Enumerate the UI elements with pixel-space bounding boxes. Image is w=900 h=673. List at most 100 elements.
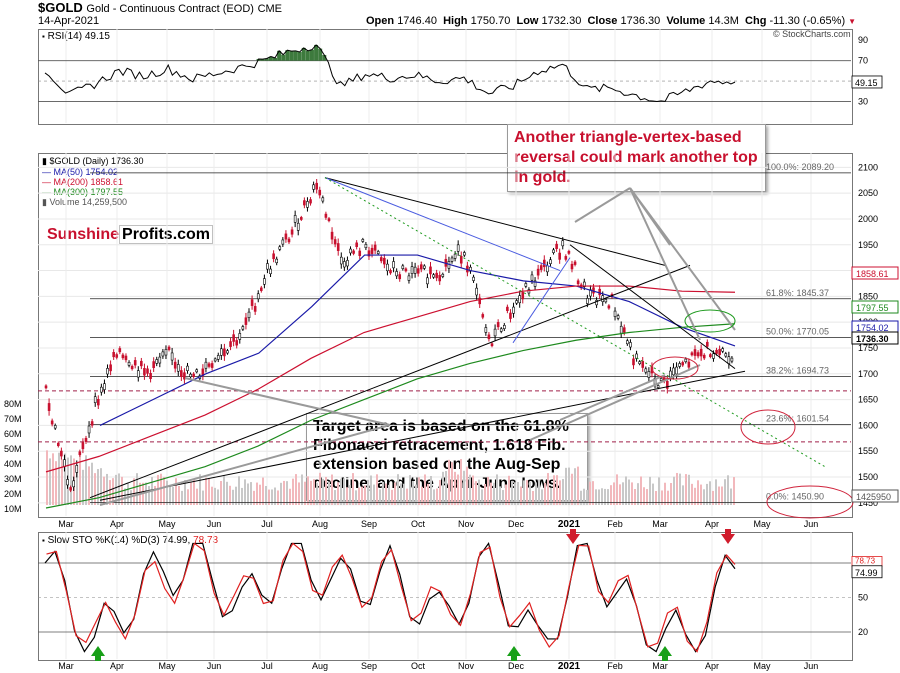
candle-body (355, 242, 358, 248)
candle-body (484, 327, 488, 333)
volume-bar (91, 462, 93, 505)
candle-body (555, 243, 558, 249)
volume-bar (196, 488, 198, 505)
candle-body (518, 295, 521, 304)
volume-bar (118, 473, 120, 505)
candle-body (429, 266, 432, 275)
candle-body (66, 479, 69, 486)
chg-down-icon: ▼ (848, 17, 857, 26)
candle-body (687, 361, 691, 368)
trendline-falling (324, 177, 666, 266)
volume-bar (571, 473, 573, 505)
price-tick-label: 2100 (858, 162, 878, 172)
volume-bar (220, 480, 222, 505)
candle-body (192, 373, 195, 378)
volume-bar (538, 479, 540, 505)
candle-body (506, 306, 509, 311)
x-axis-label: Jun (207, 519, 222, 529)
candle-body (189, 373, 192, 378)
volume-bar (505, 484, 507, 505)
volume-bar (331, 474, 333, 505)
candle-body (401, 265, 405, 269)
volume-bar (364, 485, 366, 505)
candle-body (450, 257, 454, 262)
volume-bar (193, 480, 195, 505)
candle-body (638, 361, 641, 365)
candle-body (53, 425, 57, 429)
x-axis-label: Jun (804, 661, 819, 671)
callout-pointer (574, 187, 631, 223)
candle-body (706, 341, 709, 347)
candle-body (303, 200, 306, 206)
volume-bar (214, 487, 216, 505)
volume-bar (148, 486, 150, 505)
candle-body (693, 349, 697, 356)
volume-bar (616, 474, 618, 505)
volume-bar (730, 488, 732, 505)
volume-bar (586, 489, 588, 505)
candle-body (241, 326, 245, 330)
volume-bar (403, 483, 405, 505)
sell-signal-arrow-icon (721, 529, 735, 544)
candle-body (96, 399, 100, 406)
candle-body (343, 261, 346, 268)
candle-body (586, 298, 589, 304)
volume-bar (520, 486, 522, 505)
candle-body (256, 293, 260, 300)
candle-body (50, 420, 54, 425)
volume-bar (49, 458, 51, 505)
volume-bar (79, 453, 81, 505)
volume-bar (421, 486, 423, 505)
candle-body (216, 355, 220, 360)
candle-body (715, 349, 718, 354)
candle-body (509, 312, 512, 319)
volume-bar (601, 488, 603, 505)
volume-bar (472, 475, 474, 505)
fib-label: 61.8%: 1845.37 (766, 288, 829, 298)
volume-bar (379, 489, 381, 505)
x-axis-label: Oct (411, 661, 426, 671)
candle-body (133, 360, 137, 366)
candle-body (383, 257, 386, 265)
candle-body (121, 354, 125, 359)
highlight-ellipse-green (684, 309, 736, 333)
volume-bar (184, 480, 186, 505)
x-axis-label: May (753, 661, 771, 671)
volume-bar (283, 480, 285, 505)
candle-body (635, 353, 638, 359)
candle-body (598, 288, 601, 296)
volume-bar (82, 469, 84, 505)
volume-bar (463, 470, 465, 505)
volume-bar (103, 476, 105, 505)
sto-d-badge-text: 78.73 (855, 556, 876, 565)
line-icon: — (42, 177, 51, 187)
candle-icon: ▮ (42, 156, 47, 166)
chg-value: -11.30 (-0.65%) (769, 15, 846, 27)
candle-body (413, 266, 417, 274)
volume-bar (55, 461, 57, 505)
x-axis-label: Jul (261, 661, 273, 671)
candle-body (186, 365, 189, 371)
candle-body (622, 327, 626, 333)
x-axis-label: Dec (508, 661, 525, 671)
x-axis-label: Apr (705, 661, 719, 671)
ma-line-ma300 (45, 323, 736, 509)
candle-body (60, 450, 63, 457)
volume-bar (289, 488, 291, 505)
price-tick-label: 2000 (858, 214, 878, 224)
close-value: 1736.30 (620, 15, 661, 27)
candle-body (69, 487, 72, 491)
callout-pointer (629, 187, 736, 331)
candle-body (549, 259, 552, 265)
logo-part2: Profits.com (119, 225, 214, 244)
candle-body (321, 197, 325, 202)
volume-bar (190, 482, 192, 505)
volume-bar (469, 474, 471, 505)
candle-body (644, 368, 648, 373)
volume-bar (397, 474, 399, 505)
legend-volume-text: Volume 14,259,500 (49, 197, 128, 207)
volume-bar (367, 479, 369, 505)
volume-bar (535, 482, 537, 505)
volume-bar (448, 459, 450, 505)
